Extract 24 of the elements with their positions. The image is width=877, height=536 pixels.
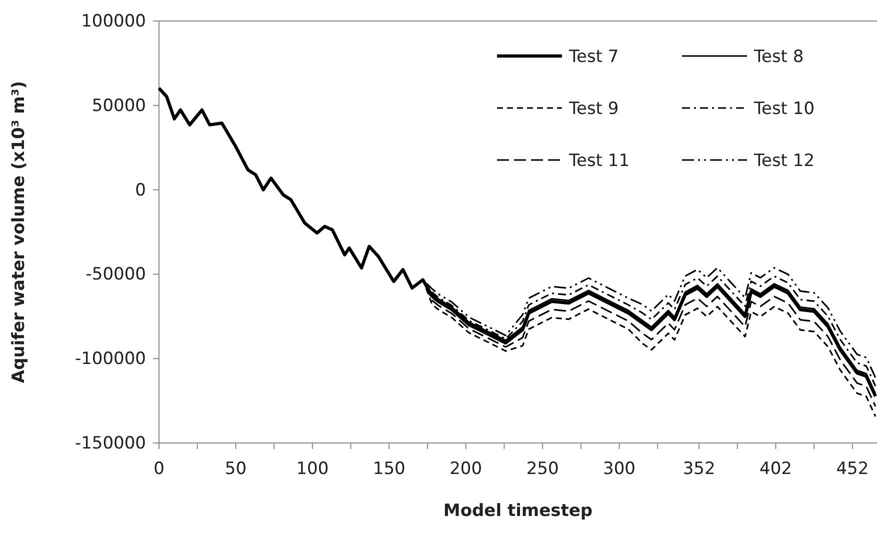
x-tick-label: 300: [603, 459, 636, 480]
x-tick-label: 50: [224, 459, 247, 480]
x-tick-label: 150: [372, 459, 406, 480]
legend-label: Test 8: [753, 47, 804, 67]
x-tick-label: 100: [296, 459, 329, 480]
y-tick-label: -50000: [86, 264, 146, 285]
y-tick-label: 0: [135, 180, 146, 200]
legend-label: Test 12: [753, 151, 815, 171]
legend-label: Test 11: [568, 151, 630, 171]
legend-label: Test 7: [568, 47, 619, 67]
y-tick-label: -100000: [74, 349, 146, 370]
x-tick-label: 200: [450, 459, 482, 480]
x-tick-label: 352: [682, 459, 716, 480]
y-axis-title: Aquifer water volume (x10³ m³): [9, 80, 29, 384]
y-tick-label: -150000: [74, 433, 146, 454]
legend-label: Test 9: [568, 99, 619, 119]
y-tick-label: 100000: [81, 11, 146, 32]
x-tick-label: 402: [760, 459, 792, 480]
y-tick-label: 50000: [92, 96, 146, 116]
legend-label: Test 10: [753, 99, 815, 119]
x-tick-label: 452: [836, 459, 869, 480]
x-tick-label: 250: [526, 459, 559, 480]
x-tick-label: 0: [154, 459, 164, 480]
x-axis-title: Model timestep: [443, 501, 593, 521]
